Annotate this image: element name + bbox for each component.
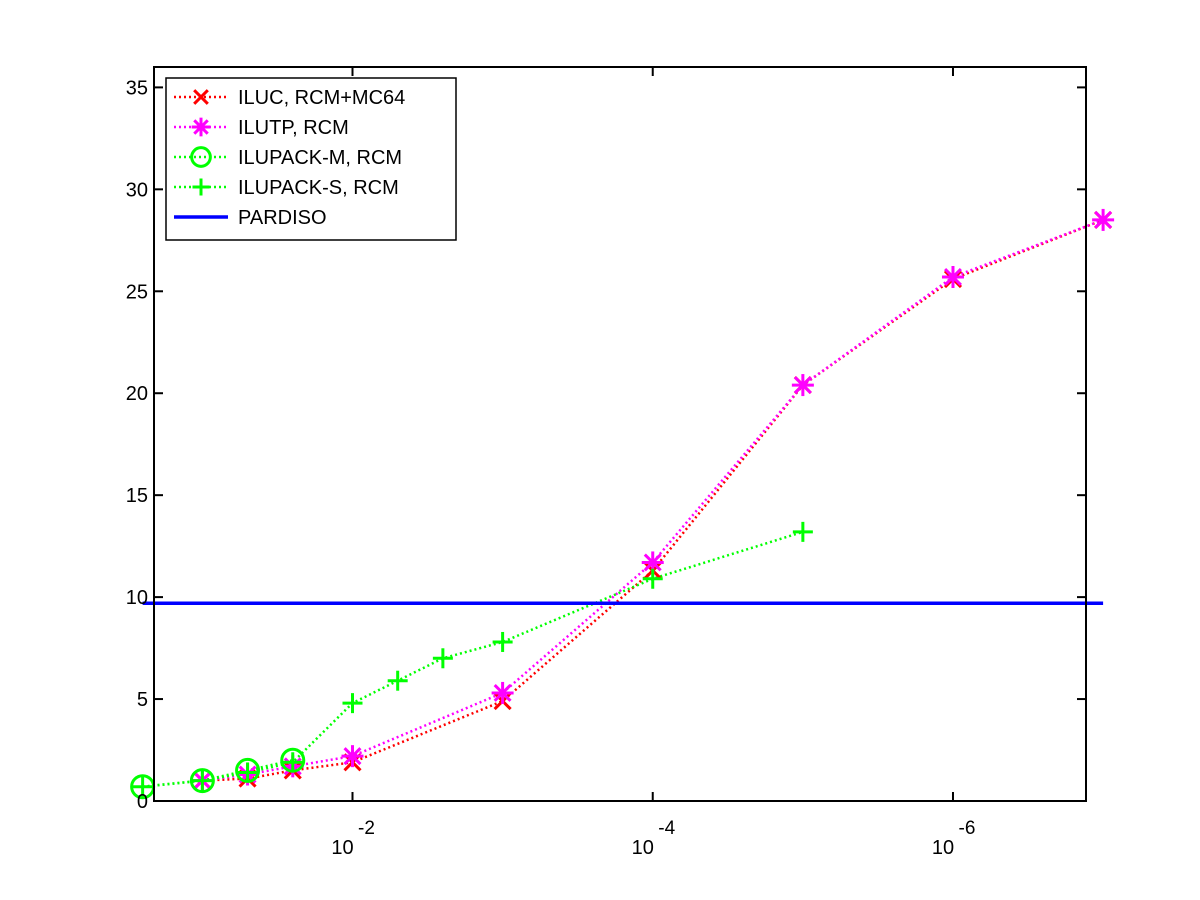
legend: ILUC, RCM+MC64 ILUTP, RCM ILUPACK-M, RCM IL… [165,77,457,241]
data-point [342,693,363,714]
data-point [192,178,210,196]
data-point [341,745,364,768]
data-point [1092,208,1115,231]
data-point [191,117,211,137]
x-tick-label-exponent: -2 [358,818,375,839]
data-point [432,648,453,669]
series-line-1 [202,218,1104,782]
legend-label: ILUPACK-M, RCM [238,147,402,169]
y-tick-label: 25 [126,281,148,303]
plot-area [130,208,1115,800]
data-point [642,568,663,589]
y-tick-label: 30 [126,179,148,201]
legend-entry: PARDISO [174,207,327,229]
legend-entry: ILUTP, RCM [174,117,349,139]
data-point [791,374,814,397]
y-tick-label: 15 [126,485,148,507]
data-point [190,146,212,168]
y-tick-label: 10 [126,587,148,609]
data-point [237,762,258,783]
x-tick-label-base: 10 [932,837,954,859]
data-point [387,670,408,691]
axes-frame [153,66,1087,802]
legend-box [165,77,457,241]
legend-entry: ILUC, RCM+MC64 [174,87,405,109]
x-tick-label-base: 10 [331,837,353,859]
legend-label: PARDISO [238,207,327,229]
series-line-4 [142,530,804,788]
x-tick-label-base: 10 [632,837,654,859]
y-tick-label: 0 [137,791,148,813]
legend-entry: ILUPACK-M, RCM [174,146,402,169]
legend-label: ILUPACK-S, RCM [238,177,399,199]
data-point [189,768,215,794]
data-point [792,521,813,542]
y-tick-label: 35 [126,77,148,99]
x-tick-label-exponent: -6 [959,818,976,839]
data-point [941,266,964,289]
data-point [132,776,153,797]
data-point [192,770,213,791]
x-tick-label-exponent: -4 [658,818,675,839]
y-tick-label: 20 [126,383,148,405]
legend-label: ILUTP, RCM [238,117,349,139]
data-point [492,631,513,652]
data-point [491,681,514,704]
legend-label: ILUC, RCM+MC64 [238,87,405,109]
data-point [282,752,303,773]
legend-entry: ILUPACK-S, RCM [174,177,399,199]
y-tick-label: 5 [137,689,148,711]
data-point [193,89,209,105]
series-line-2 [202,218,1104,782]
